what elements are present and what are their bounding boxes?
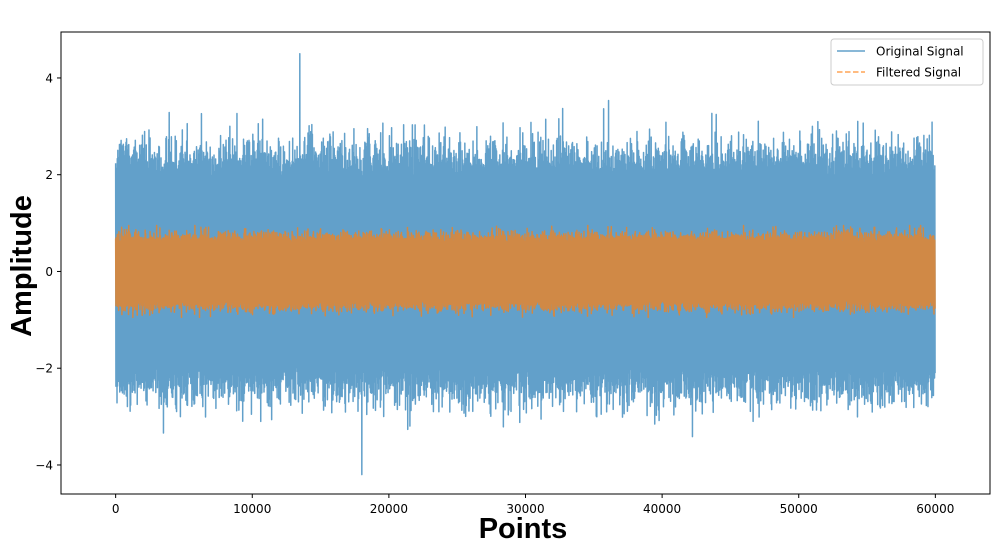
y-axis-title: Amplitude — [6, 195, 38, 337]
y-tick-label: 2 — [45, 168, 53, 182]
y-tick-label: −4 — [35, 458, 53, 472]
y-tick-label: 0 — [45, 265, 53, 279]
x-tick-label: 20000 — [370, 502, 408, 516]
y-tick-label: 4 — [45, 71, 53, 85]
legend-label-original-signal: Original Signal — [876, 45, 964, 59]
x-tick-label: 60000 — [916, 502, 954, 516]
legend: Original Signal Filtered Signal — [830, 38, 984, 86]
y-tick-label: −2 — [35, 362, 53, 376]
x-tick-label: 40000 — [643, 502, 681, 516]
series-line-filtered-signal — [114, 224, 936, 319]
x-tick-label: 10000 — [233, 502, 271, 516]
x-tick-label: 0 — [112, 502, 120, 516]
legend-frame — [830, 38, 984, 86]
x-tick-label: 30000 — [506, 502, 544, 516]
legend-label-filtered-signal: Filtered Signal — [876, 66, 961, 80]
x-axis-title: Points — [479, 513, 568, 545]
x-tick-label: 50000 — [780, 502, 818, 516]
